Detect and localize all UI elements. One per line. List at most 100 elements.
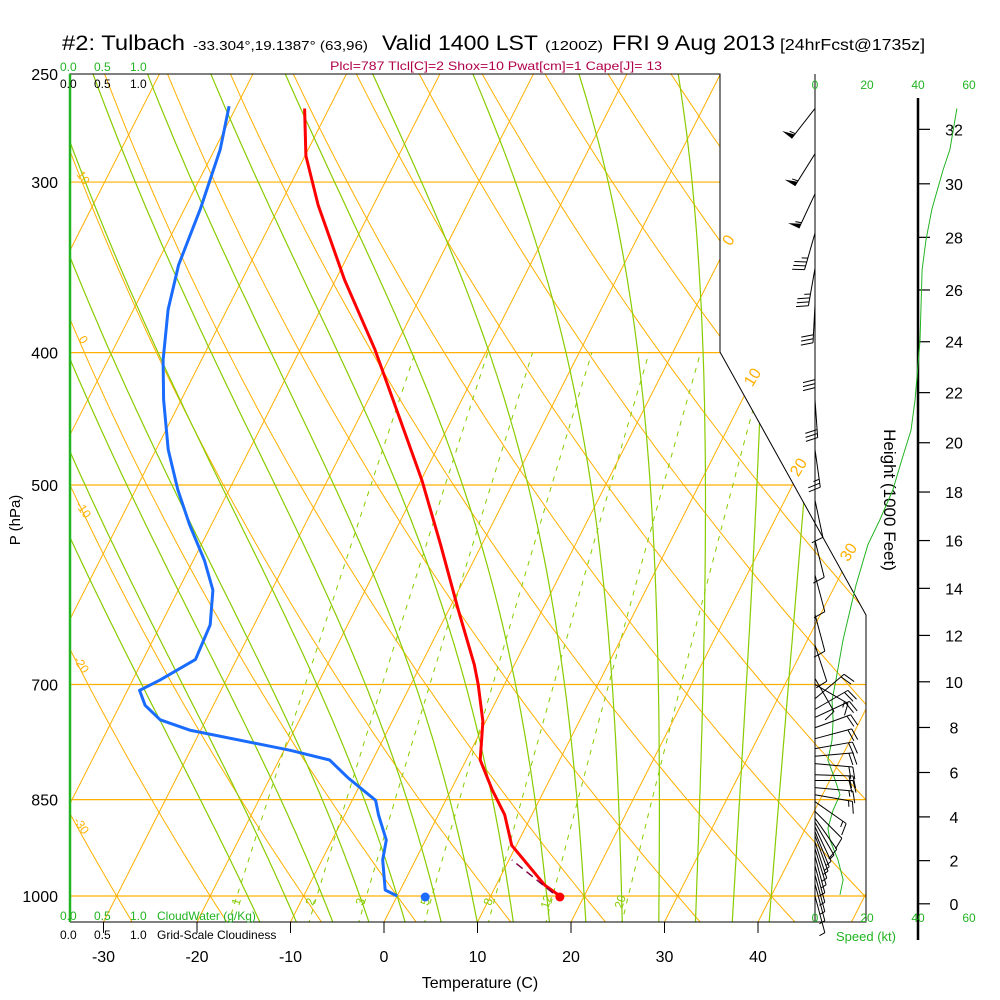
wind-barb-shaft [812,304,816,343]
wind-panel [782,108,958,937]
wind-barb-full [841,823,847,836]
isotherm-line [70,74,173,922]
wind-barb-shaft [814,500,824,538]
wind-barb-pennant [788,223,802,229]
height-tick-label: 2 [950,854,959,871]
isotherm-line [103,74,547,922]
mixing-ratio-label: 5 [418,896,433,907]
cloudwater-tick: 0.0 [60,60,77,74]
mixing-ratio-line [423,352,593,922]
wind-barb-full [847,690,857,700]
wind-barb [814,752,858,766]
isotherm-label: 10 [741,365,765,389]
wind-barb [782,108,816,139]
wind-barb-shaft [814,763,853,768]
wind-barb-full [800,338,814,342]
wind-barb-half [813,478,820,483]
wind-barb [814,794,854,814]
isotherm-line [70,74,453,922]
height-tick-label: 16 [945,534,963,551]
isotherm-label: 20 [787,455,811,479]
mixing-ratio-label: 3 [353,896,368,907]
dry-adiabat-line [966,50,1000,925]
moist-adiabat-line [70,74,407,922]
wind-barb [784,153,816,187]
dry-adiabat-line [70,74,230,922]
wind-barb-full [805,437,818,442]
dry-adiabat-line [95,74,609,922]
moist-adiabat-line [574,74,660,922]
x-axis-label: Temperature (C) [422,975,538,992]
cloudiness-label: Grid-Scale Cloudiness [157,928,276,942]
wind-barb-full [848,742,854,755]
wind-barb-full [797,297,810,300]
moist-adiabat-line [88,74,443,922]
forecast-info: [24hrFcst@1735z] [780,37,925,54]
wind-barb-full [835,837,843,850]
wind-barb-full [828,848,838,859]
temperature-tick-label: 40 [749,949,767,966]
cloudwater-tick: 1.0 [130,60,147,74]
cloudwater-tick: 0.0 [60,909,77,923]
wind-barb-shaft [814,848,827,885]
isotherm-line [664,74,866,922]
speed-tick-label-top: 20 [860,78,874,92]
cloudiness-tick: 1.0 [130,77,147,91]
mixing-ratio-label: 2 [303,896,318,907]
plot-frame [69,73,867,923]
pressure-tick-label: 250 [31,67,58,84]
speed-tick-label-top: 0 [812,78,819,92]
wind-barb-shaft [814,614,826,652]
temperature-tick-label: 20 [562,949,580,966]
wind-barb-shaft [791,108,816,139]
temperature-tick-label: 30 [656,949,674,966]
pressure-tick-label: 300 [31,175,58,192]
speed-tick-label-bottom: 20 [860,911,874,925]
wind-barb [814,817,838,859]
moist-adiabat-line [279,74,551,922]
height-tick-label: 28 [945,230,963,247]
moist-adiabat-line [366,74,587,922]
wind-barb-shaft [814,574,826,612]
wind-barb [813,540,825,584]
wind-barb-shaft [814,817,838,850]
wind-barb-shaft [814,821,835,856]
wind-barb [805,399,819,442]
wind-barb-full [808,486,821,493]
wind-barb-shaft [814,728,852,740]
cloudiness-tick: 0.5 [94,928,111,942]
isotherm-line [851,74,866,922]
dry-adiabat-label: -30 [71,815,93,838]
mixing-ratio-label: 8 [481,896,496,907]
cloudwater-label: CloudWater (g/Kg) [157,909,256,923]
skew-t-grid [70,50,1000,925]
height-axis-label: Height (1000 Feet) [880,429,899,571]
speed-axis-label: Speed (kt) [836,929,896,944]
wind-barb-shaft [814,841,828,879]
cloudwater-tick: 1.0 [130,909,147,923]
pressure-tick-label: 400 [31,346,58,363]
wind-barb-full [850,714,859,726]
dry-adiabat-line [281,74,866,922]
valid-time: Valid 1400 LST [382,32,538,55]
moist-adiabat-line [675,74,707,922]
wind-barb-full [843,673,855,682]
wind-barb-full [808,482,820,489]
dry-adiabat-label: 0 [76,333,91,347]
wind-barb-half [819,932,826,937]
wind-barb [811,500,824,544]
isotherm-label: 30 [837,540,861,564]
wind-barb-shaft [814,794,853,802]
wind-speed-line [827,108,958,895]
height-tick-label: 14 [945,581,963,598]
temperature-tick-label: -30 [92,949,115,966]
pressure-tick-label: 500 [31,478,58,495]
wind-barb-full [844,692,854,702]
wind-barb-full [852,775,857,789]
wind-barb-shaft [814,752,853,757]
cloud-axis-bottom: 0.0 0.5 1.0 CloudWater (g/Kg) 0.0 0.5 1.… [60,909,276,942]
wind-barb [814,689,857,710]
wind-barb-shaft [814,774,853,777]
